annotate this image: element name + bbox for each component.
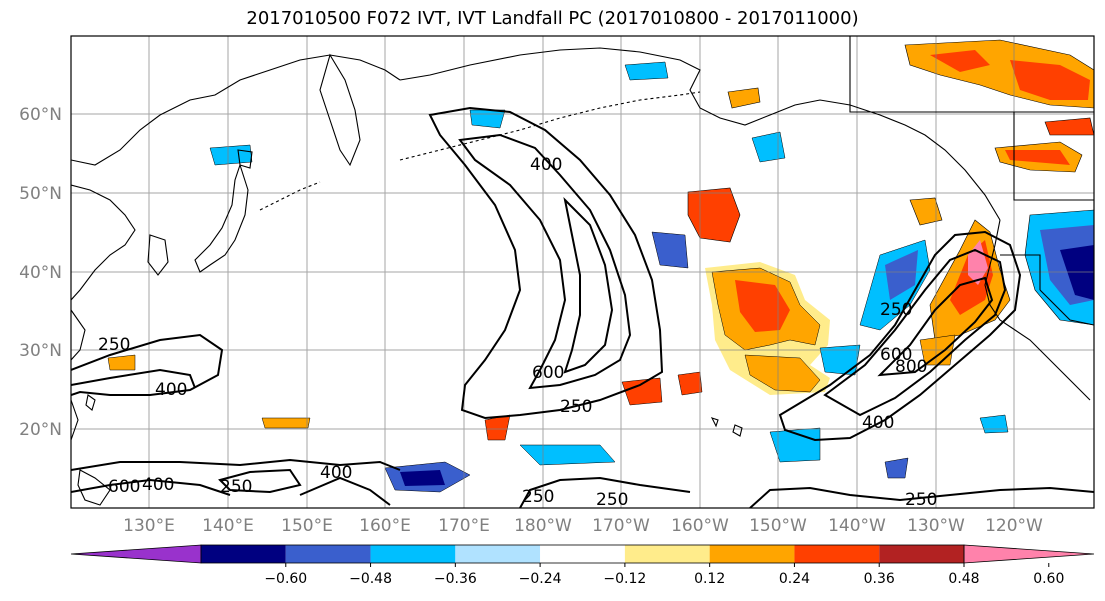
ivt-contours: [71, 106, 1094, 508]
colorbar-tick-label: 0.36: [864, 571, 895, 587]
positive-anomaly-region: [107, 354, 136, 371]
negative-anomaly-region: [751, 131, 786, 163]
positive-anomaly-region: [1044, 117, 1094, 136]
contour-label: 400: [155, 380, 187, 400]
lat-label: 50°N: [19, 184, 62, 204]
colorbar-tick-label: −0.24: [519, 571, 562, 587]
colorbar-extend-high: [963, 544, 1095, 564]
positive-anomaly-region: [744, 354, 821, 393]
lat-label: 40°N: [19, 263, 62, 283]
lon-label: 130°W: [907, 516, 965, 536]
lat-label: 20°N: [19, 420, 62, 440]
strongest-negative-anomaly-region: [400, 470, 445, 486]
strong-positive-anomaly-region: [1010, 60, 1090, 100]
colorbar-segment: [709, 545, 795, 563]
contour-label: 600: [108, 477, 140, 497]
lon-label: 170°W: [592, 516, 650, 536]
lon-label: 170°E: [438, 516, 490, 536]
colorbar-segment: [201, 545, 286, 563]
colorbar-segment: [540, 545, 625, 563]
coastlines: [71, 36, 1094, 506]
negative-anomaly-region: [469, 109, 506, 129]
positive-anomaly-region: [909, 197, 943, 226]
contour-label: 400: [530, 155, 562, 175]
contour-label: 600: [880, 345, 912, 365]
latitude-labels: 60°N 50°N 40°N 30°N 20°N: [19, 105, 62, 440]
strong-positive-anomaly-region: [1005, 150, 1070, 165]
colorbar-extend-low: [70, 544, 202, 564]
strong-negative-anomaly-region: [885, 250, 918, 300]
contour-label: 250: [522, 487, 554, 507]
negative-anomaly-region: [651, 231, 689, 269]
colorbar-frame: [200, 544, 965, 564]
contour-label: 250: [596, 490, 628, 510]
colorbar-tick-label: 0.12: [694, 571, 725, 587]
longitude-labels: 130°E 140°E 150°E 160°E 170°E 180°W 170°…: [123, 516, 1043, 536]
map-title: 2017010500 F072 IVT, IVT Landfall PC (20…: [246, 8, 859, 29]
colorbar-segment: [794, 545, 880, 563]
graticule: [71, 36, 1094, 508]
colorbar: [70, 544, 1095, 567]
negative-anomaly-region: [979, 414, 1009, 434]
negative-anomaly-region: [519, 444, 616, 466]
colorbar-tick-label: 0.48: [948, 571, 979, 587]
colorbar-segment: [285, 545, 371, 563]
lon-label: 140°E: [202, 516, 254, 536]
colorbar-tick-label: −0.60: [264, 571, 307, 587]
contour-label: 800: [895, 357, 927, 377]
lat-label: 30°N: [19, 341, 62, 361]
contour-label: 400: [320, 463, 352, 483]
lon-label: 160°W: [671, 516, 729, 536]
lon-label: 150°W: [749, 516, 807, 536]
lon-label: 140°W: [828, 516, 886, 536]
lat-label: 60°N: [19, 105, 62, 125]
colorbar-segment: [879, 545, 964, 563]
contour-label: 400: [142, 475, 174, 495]
negative-anomaly-region: [819, 344, 861, 376]
contour-label: 250: [560, 397, 592, 417]
negative-anomaly-region: [209, 144, 253, 166]
ivt-anomaly-shading: [107, 39, 1094, 493]
colorbar-tick-labels: −0.60 −0.48 −0.36 −0.24 −0.12 0.12 0.24 0.36 0.4…: [264, 571, 1064, 587]
colorbar-segment: [455, 545, 541, 563]
positive-anomaly-region: [261, 417, 311, 429]
colorbar-tick-label: −0.48: [349, 571, 392, 587]
contour-label: 600: [532, 363, 564, 383]
positive-anomaly-region: [677, 371, 703, 396]
plot-frame: [70, 35, 1095, 509]
positive-anomaly-region: [727, 87, 761, 109]
colorbar-segment: [370, 545, 456, 563]
strong-positive-anomaly-region: [930, 50, 990, 72]
contour-label: 250: [98, 335, 130, 355]
contour-labels: 250 400 400 600 250 250 600 800 400 250 …: [98, 155, 937, 510]
colorbar-tick-label: 0.24: [779, 571, 810, 587]
lon-label: 180°W: [514, 516, 572, 536]
colorbar-tick-label: −0.36: [434, 571, 477, 587]
lon-label: 130°E: [123, 516, 175, 536]
lon-label: 120°W: [985, 516, 1043, 536]
contour-label: 250: [905, 490, 937, 510]
positive-anomaly-region: [621, 377, 663, 406]
contour-label: 400: [862, 413, 894, 433]
colorbar-tick-label: 0.60: [1033, 571, 1064, 587]
lon-label: 150°E: [281, 516, 333, 536]
contour-label: 250: [220, 477, 252, 497]
contour-label: 250: [880, 300, 912, 320]
lon-label: 160°E: [359, 516, 411, 536]
negative-anomaly-region: [624, 61, 669, 81]
negative-anomaly-region: [884, 457, 909, 479]
positive-anomaly-region: [687, 187, 741, 243]
colorbar-tick-label: −0.12: [603, 571, 646, 587]
colorbar-segment: [624, 545, 710, 563]
strongest-positive-anomaly-region: [735, 280, 790, 332]
